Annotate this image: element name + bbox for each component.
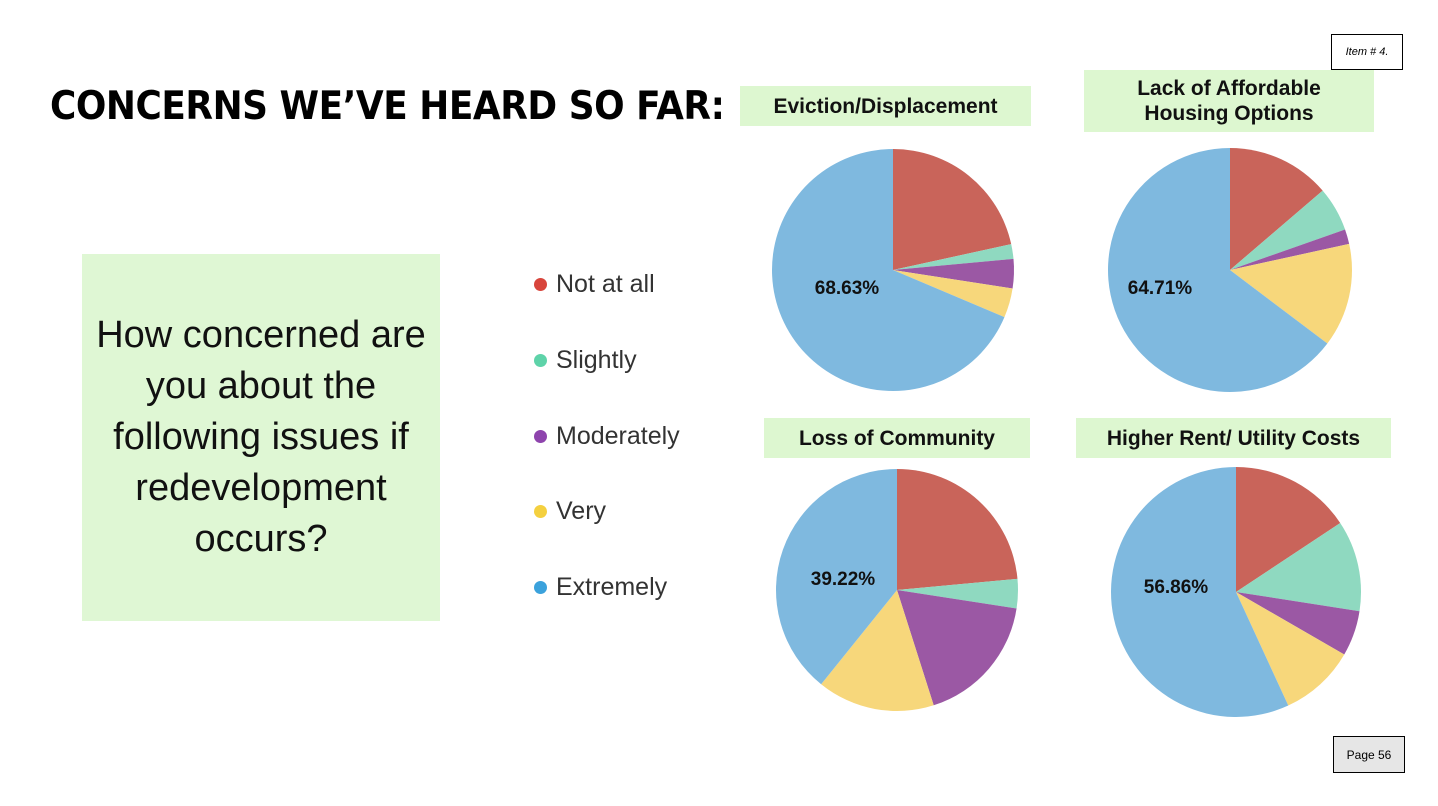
chart-title-eviction: Eviction/Displacement xyxy=(740,86,1031,126)
legend-label: Moderately xyxy=(556,422,680,450)
legend-dot xyxy=(534,354,547,367)
pie-slice-not-at-all xyxy=(1236,467,1341,592)
pie-slice-extremely xyxy=(775,469,897,685)
chart-title-text: Lack of Affordable Housing Options xyxy=(1137,77,1321,125)
legend-item-moderately: Moderately xyxy=(534,422,680,451)
pie-slice-slightly xyxy=(1236,522,1361,612)
chart-title-higher-rent: Higher Rent/ Utility Costs xyxy=(1076,418,1391,458)
pie-slice-very xyxy=(821,590,934,711)
chart-title-loss-of-community: Loss of Community xyxy=(764,418,1030,458)
legend-dot xyxy=(534,505,547,518)
legend-item-extremely: Extremely xyxy=(534,573,667,602)
pie-slice-extremely xyxy=(771,149,1005,391)
pie-data-label: 56.86% xyxy=(1144,577,1209,598)
page-number: Page 56 xyxy=(1333,736,1405,773)
legend-label: Extremely xyxy=(556,573,668,601)
pie-slice-very xyxy=(1230,243,1353,344)
pie-slice-extremely xyxy=(1108,148,1328,392)
chart-title-affordable-housing: Lack of Affordable Housing Options xyxy=(1084,70,1374,132)
pie-slice-moderately xyxy=(897,590,1017,706)
question-box: How concerned are you about the followin… xyxy=(82,254,440,621)
pie-data-label: 39.22% xyxy=(811,569,876,590)
legend-item-not-at-all: Not at all xyxy=(534,270,655,299)
item-number-label: Item # 4. xyxy=(1331,34,1403,70)
pie-slice-very xyxy=(893,270,1013,318)
pie-slice-slightly xyxy=(897,578,1018,609)
page-title: CONCERNS WE’VE HEARD SO FAR: xyxy=(50,84,725,129)
pie-slice-extremely xyxy=(1111,467,1289,717)
pie-slice-moderately xyxy=(1230,229,1350,270)
pie-slice-not-at-all xyxy=(893,149,1012,270)
legend-dot xyxy=(534,430,547,443)
legend-label: Not at all xyxy=(556,270,655,298)
legend-label: Very xyxy=(556,497,607,525)
pie-slice-slightly xyxy=(1230,190,1346,270)
legend-item-very: Very xyxy=(534,497,606,526)
pie-slice-slightly xyxy=(893,244,1014,270)
pie-slice-not-at-all xyxy=(1230,148,1323,270)
pie-data-label: 68.63% xyxy=(815,278,880,299)
legend-dot xyxy=(534,278,547,291)
legend-dot xyxy=(534,581,547,594)
question-text: How concerned are you about the followin… xyxy=(96,314,426,560)
legend-item-slightly: Slightly xyxy=(534,346,637,375)
pie-data-label: 64.71% xyxy=(1128,278,1193,299)
pie-slice-very xyxy=(1236,592,1345,706)
legend-label: Slightly xyxy=(556,346,637,374)
pie-slice-moderately xyxy=(1236,592,1360,655)
pie-slice-not-at-all xyxy=(897,469,1018,590)
pie-slice-moderately xyxy=(893,258,1014,289)
